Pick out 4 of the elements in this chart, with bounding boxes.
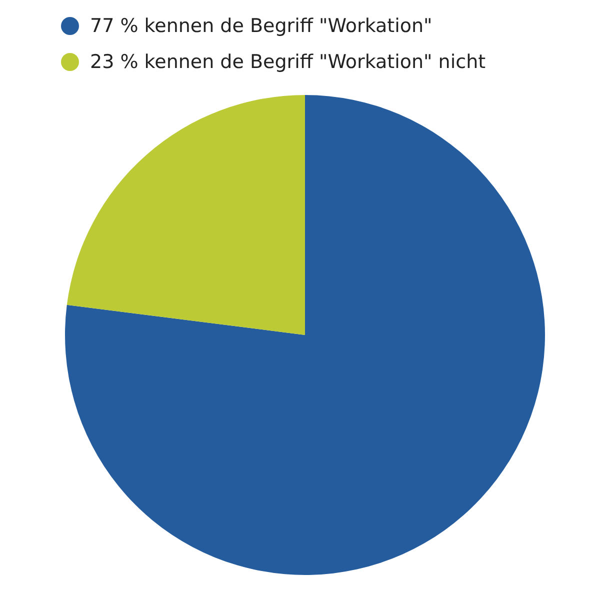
legend-label: 77 % kennen de Begriff "Workation" [90, 15, 432, 37]
pie-slice [66, 95, 305, 335]
pie-slice [65, 95, 545, 575]
legend-label: 23 % kennen de Begriff "Workation" nicht [90, 51, 486, 73]
